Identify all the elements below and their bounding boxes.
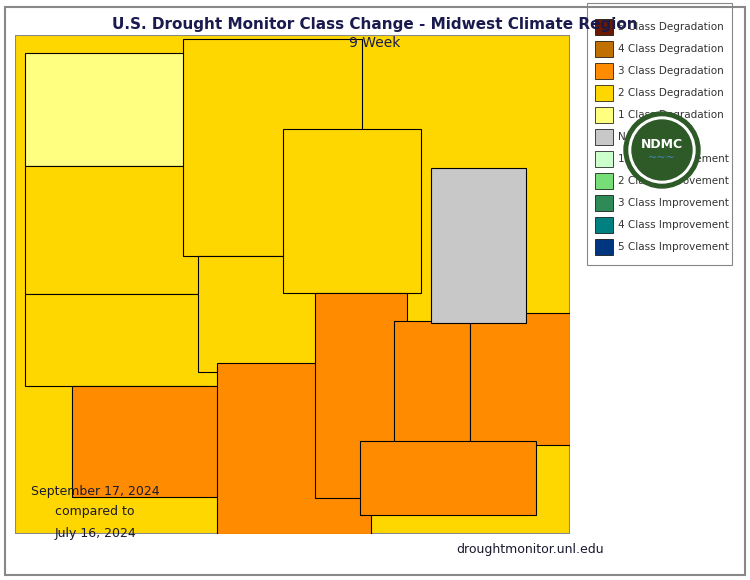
Text: 5 Class Improvement: 5 Class Improvement (618, 242, 729, 252)
Polygon shape (217, 363, 371, 534)
Text: droughtmonitor.unl.edu: droughtmonitor.unl.edu (456, 543, 604, 556)
Circle shape (624, 112, 700, 188)
Text: U.S. Drought Monitor Class Change - Midwest Climate Region: U.S. Drought Monitor Class Change - Midw… (112, 17, 638, 32)
Bar (595, 19, 613, 35)
Bar (587, 3, 732, 265)
Polygon shape (72, 386, 244, 497)
Polygon shape (394, 321, 470, 468)
Polygon shape (183, 39, 362, 256)
Polygon shape (26, 166, 201, 294)
Polygon shape (470, 313, 569, 445)
Text: ~~~: ~~~ (648, 153, 676, 163)
Text: 1 Class Improvement: 1 Class Improvement (618, 154, 729, 164)
Text: 1 Class Degradation: 1 Class Degradation (618, 110, 724, 120)
Polygon shape (26, 294, 228, 386)
Polygon shape (359, 441, 536, 515)
Bar (595, 63, 613, 79)
Bar (595, 195, 613, 211)
Polygon shape (26, 53, 199, 166)
Text: September 17, 2024
compared to
July 16, 2024: September 17, 2024 compared to July 16, … (31, 484, 159, 539)
Text: 3 Class Improvement: 3 Class Improvement (618, 198, 729, 208)
Circle shape (629, 117, 695, 183)
Bar (595, 151, 613, 167)
Text: 2 Class Improvement: 2 Class Improvement (618, 176, 729, 186)
Text: 3 Class Degradation: 3 Class Degradation (618, 66, 724, 76)
Bar (595, 41, 613, 57)
Text: 9 Week: 9 Week (350, 36, 400, 50)
Text: 5 Class Degradation: 5 Class Degradation (618, 22, 724, 32)
Bar (595, 217, 613, 233)
Bar (595, 85, 613, 101)
Circle shape (632, 120, 692, 180)
Text: No Change: No Change (618, 132, 675, 142)
Polygon shape (198, 256, 347, 372)
Polygon shape (431, 168, 526, 323)
Text: NDMC: NDMC (641, 139, 683, 151)
Bar (595, 173, 613, 189)
Polygon shape (316, 293, 407, 498)
Text: 2 Class Degradation: 2 Class Degradation (618, 88, 724, 98)
Bar (595, 239, 613, 255)
Text: 4 Class Improvement: 4 Class Improvement (618, 220, 729, 230)
Bar (595, 107, 613, 123)
Bar (595, 129, 613, 145)
Polygon shape (284, 129, 421, 293)
Text: 4 Class Degradation: 4 Class Degradation (618, 44, 724, 54)
